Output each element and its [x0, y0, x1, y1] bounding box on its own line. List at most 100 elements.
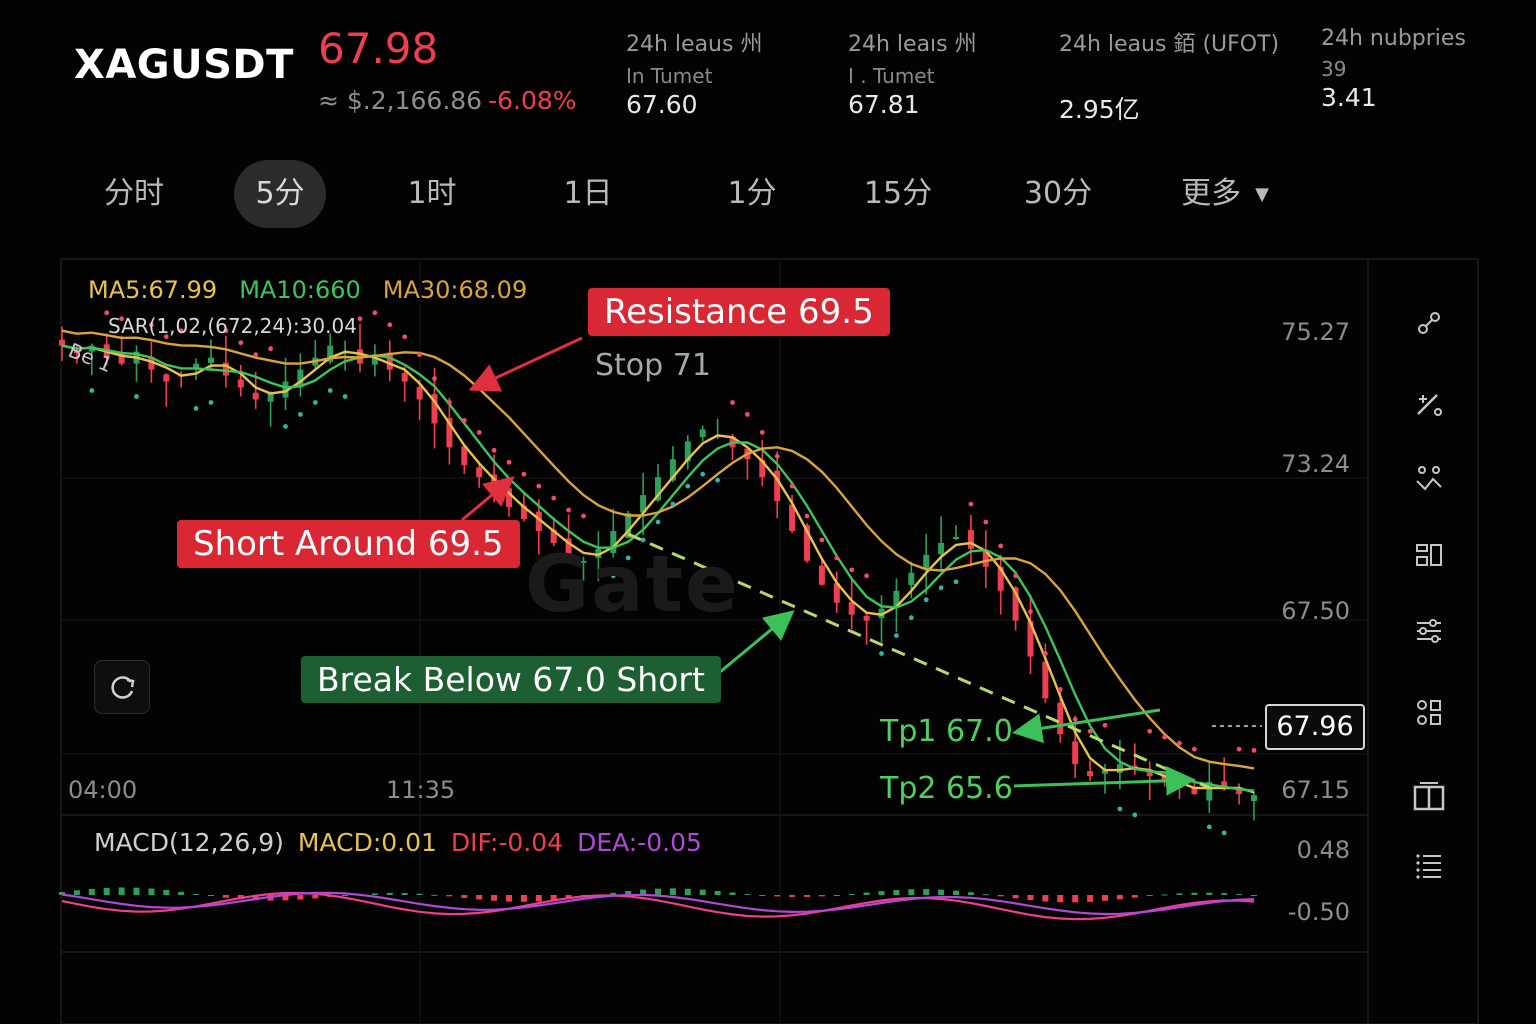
candle-body — [610, 531, 617, 553]
sar-dot — [700, 471, 706, 477]
macd-bar — [953, 890, 959, 895]
stat-value: 67.81 — [848, 90, 920, 119]
last-price-tag: 67.96 — [1265, 704, 1365, 750]
candle-body — [833, 583, 840, 603]
sar-dot — [894, 633, 899, 639]
book-icon[interactable] — [1404, 772, 1454, 822]
ma5-line — [61, 344, 1255, 794]
tp1-label: Tp1 67.0 — [880, 714, 1013, 749]
candle-body — [893, 590, 900, 607]
chevron-down-icon: ▼ — [1255, 183, 1269, 205]
sar-dot — [89, 388, 95, 393]
link-icon[interactable] — [1404, 298, 1454, 348]
candle-body — [684, 441, 691, 462]
candle-body — [476, 467, 483, 478]
sar-dot — [908, 615, 914, 621]
sar-dot — [804, 513, 810, 519]
list-icon[interactable] — [1404, 840, 1454, 890]
candle-body — [73, 351, 80, 354]
stat-24h-low: 24h leaıs 州 I . Tumet 67.81 — [848, 26, 977, 119]
sar-label: SAR(1,02,(672,24):30.04 — [108, 314, 357, 338]
tab-1h[interactable]: 1时 — [407, 176, 457, 211]
reset-zoom-button[interactable] — [94, 660, 150, 714]
macd-bar — [759, 895, 766, 896]
candle-body — [431, 394, 438, 424]
candle-body — [1251, 795, 1257, 802]
sar-dot — [521, 471, 527, 477]
macd-y-tick: 0.48 — [1296, 836, 1350, 864]
macd-bar — [774, 895, 781, 897]
sar-dot — [625, 555, 631, 561]
sar-dot — [1057, 687, 1063, 692]
macd-bar — [1176, 893, 1183, 895]
macd-bar — [1072, 895, 1079, 903]
ma-legend: MA5:67.99 MA10:660 MA30:68.09 — [88, 276, 549, 304]
sar-dot — [1028, 609, 1033, 615]
macd-bar — [163, 889, 170, 895]
sar-dot — [149, 322, 154, 328]
macd-bar — [655, 888, 661, 895]
y-tick: 67.15 — [1281, 776, 1350, 804]
sar-dot — [283, 423, 288, 429]
break-below-label: Break Below 67.0 Short — [301, 656, 721, 703]
crosshair-icon[interactable] — [1404, 452, 1454, 502]
tab-more[interactable]: 更多 ▼ — [1160, 160, 1290, 228]
tab-15m[interactable]: 15分 — [863, 176, 933, 211]
candle-body — [118, 353, 125, 364]
sar-dot — [268, 346, 273, 352]
sar-dot — [983, 519, 989, 525]
macd-bar — [1161, 894, 1168, 896]
tab-30m[interactable]: 30分 — [1023, 176, 1093, 211]
sar-dot — [566, 507, 571, 513]
candle-body — [1236, 789, 1243, 795]
candle-body — [655, 477, 661, 501]
indicator-icon[interactable] — [1404, 530, 1454, 580]
sar-dot — [1072, 716, 1078, 722]
x-tick: 04:00 — [68, 776, 138, 804]
macd-bar — [386, 892, 393, 895]
tp1-arrow — [1012, 708, 1161, 744]
short-around-label: Short Around 69.5 — [177, 520, 520, 568]
refresh-icon — [111, 676, 135, 699]
candle-body — [520, 505, 527, 520]
macd-bar — [997, 895, 1004, 897]
macd-bar — [1057, 895, 1064, 903]
macd-bar — [178, 891, 185, 895]
support-trendline — [627, 532, 1211, 790]
macd-bar — [729, 892, 736, 895]
candle-body — [923, 554, 930, 570]
sar-dot — [476, 429, 482, 435]
stat-label: 24h leaus 銆 (UFOT) — [1059, 32, 1280, 57]
sar-dot — [1013, 573, 1018, 579]
sar-dot — [655, 519, 661, 525]
macd-bar — [208, 895, 214, 896]
macd-bar — [118, 887, 125, 895]
ma5-label: MA5:67.99 — [88, 276, 218, 304]
sar-dot — [938, 585, 944, 591]
candle-body — [282, 381, 289, 398]
macd-bar — [1251, 895, 1257, 896]
candle-body — [625, 513, 632, 538]
macd-bar — [297, 895, 304, 900]
candle-body — [863, 615, 870, 621]
candle-body — [1087, 771, 1094, 777]
candle-body — [997, 566, 1004, 591]
macd-bar — [1236, 894, 1243, 896]
candle-body — [327, 345, 334, 362]
tab-1d[interactable]: 1日 — [563, 176, 613, 211]
settings-sliders-icon[interactable] — [1404, 606, 1454, 656]
tab-timeshare[interactable]: 分时 — [104, 176, 164, 211]
stat-value: 67.60 — [626, 90, 698, 119]
tab-1m[interactable]: 1分 — [727, 176, 777, 211]
macd-bar — [640, 889, 647, 895]
candle-body — [1027, 621, 1034, 657]
macd-bar — [938, 889, 945, 895]
tab-5m[interactable]: 5分 — [234, 160, 326, 228]
candle-body — [371, 357, 378, 365]
layout-icon[interactable] — [1404, 688, 1454, 738]
macd-y-tick: -0.50 — [1287, 898, 1350, 926]
macd-bar — [833, 895, 840, 896]
draw-pen-icon[interactable] — [1404, 378, 1454, 428]
sar-dot — [596, 591, 601, 597]
